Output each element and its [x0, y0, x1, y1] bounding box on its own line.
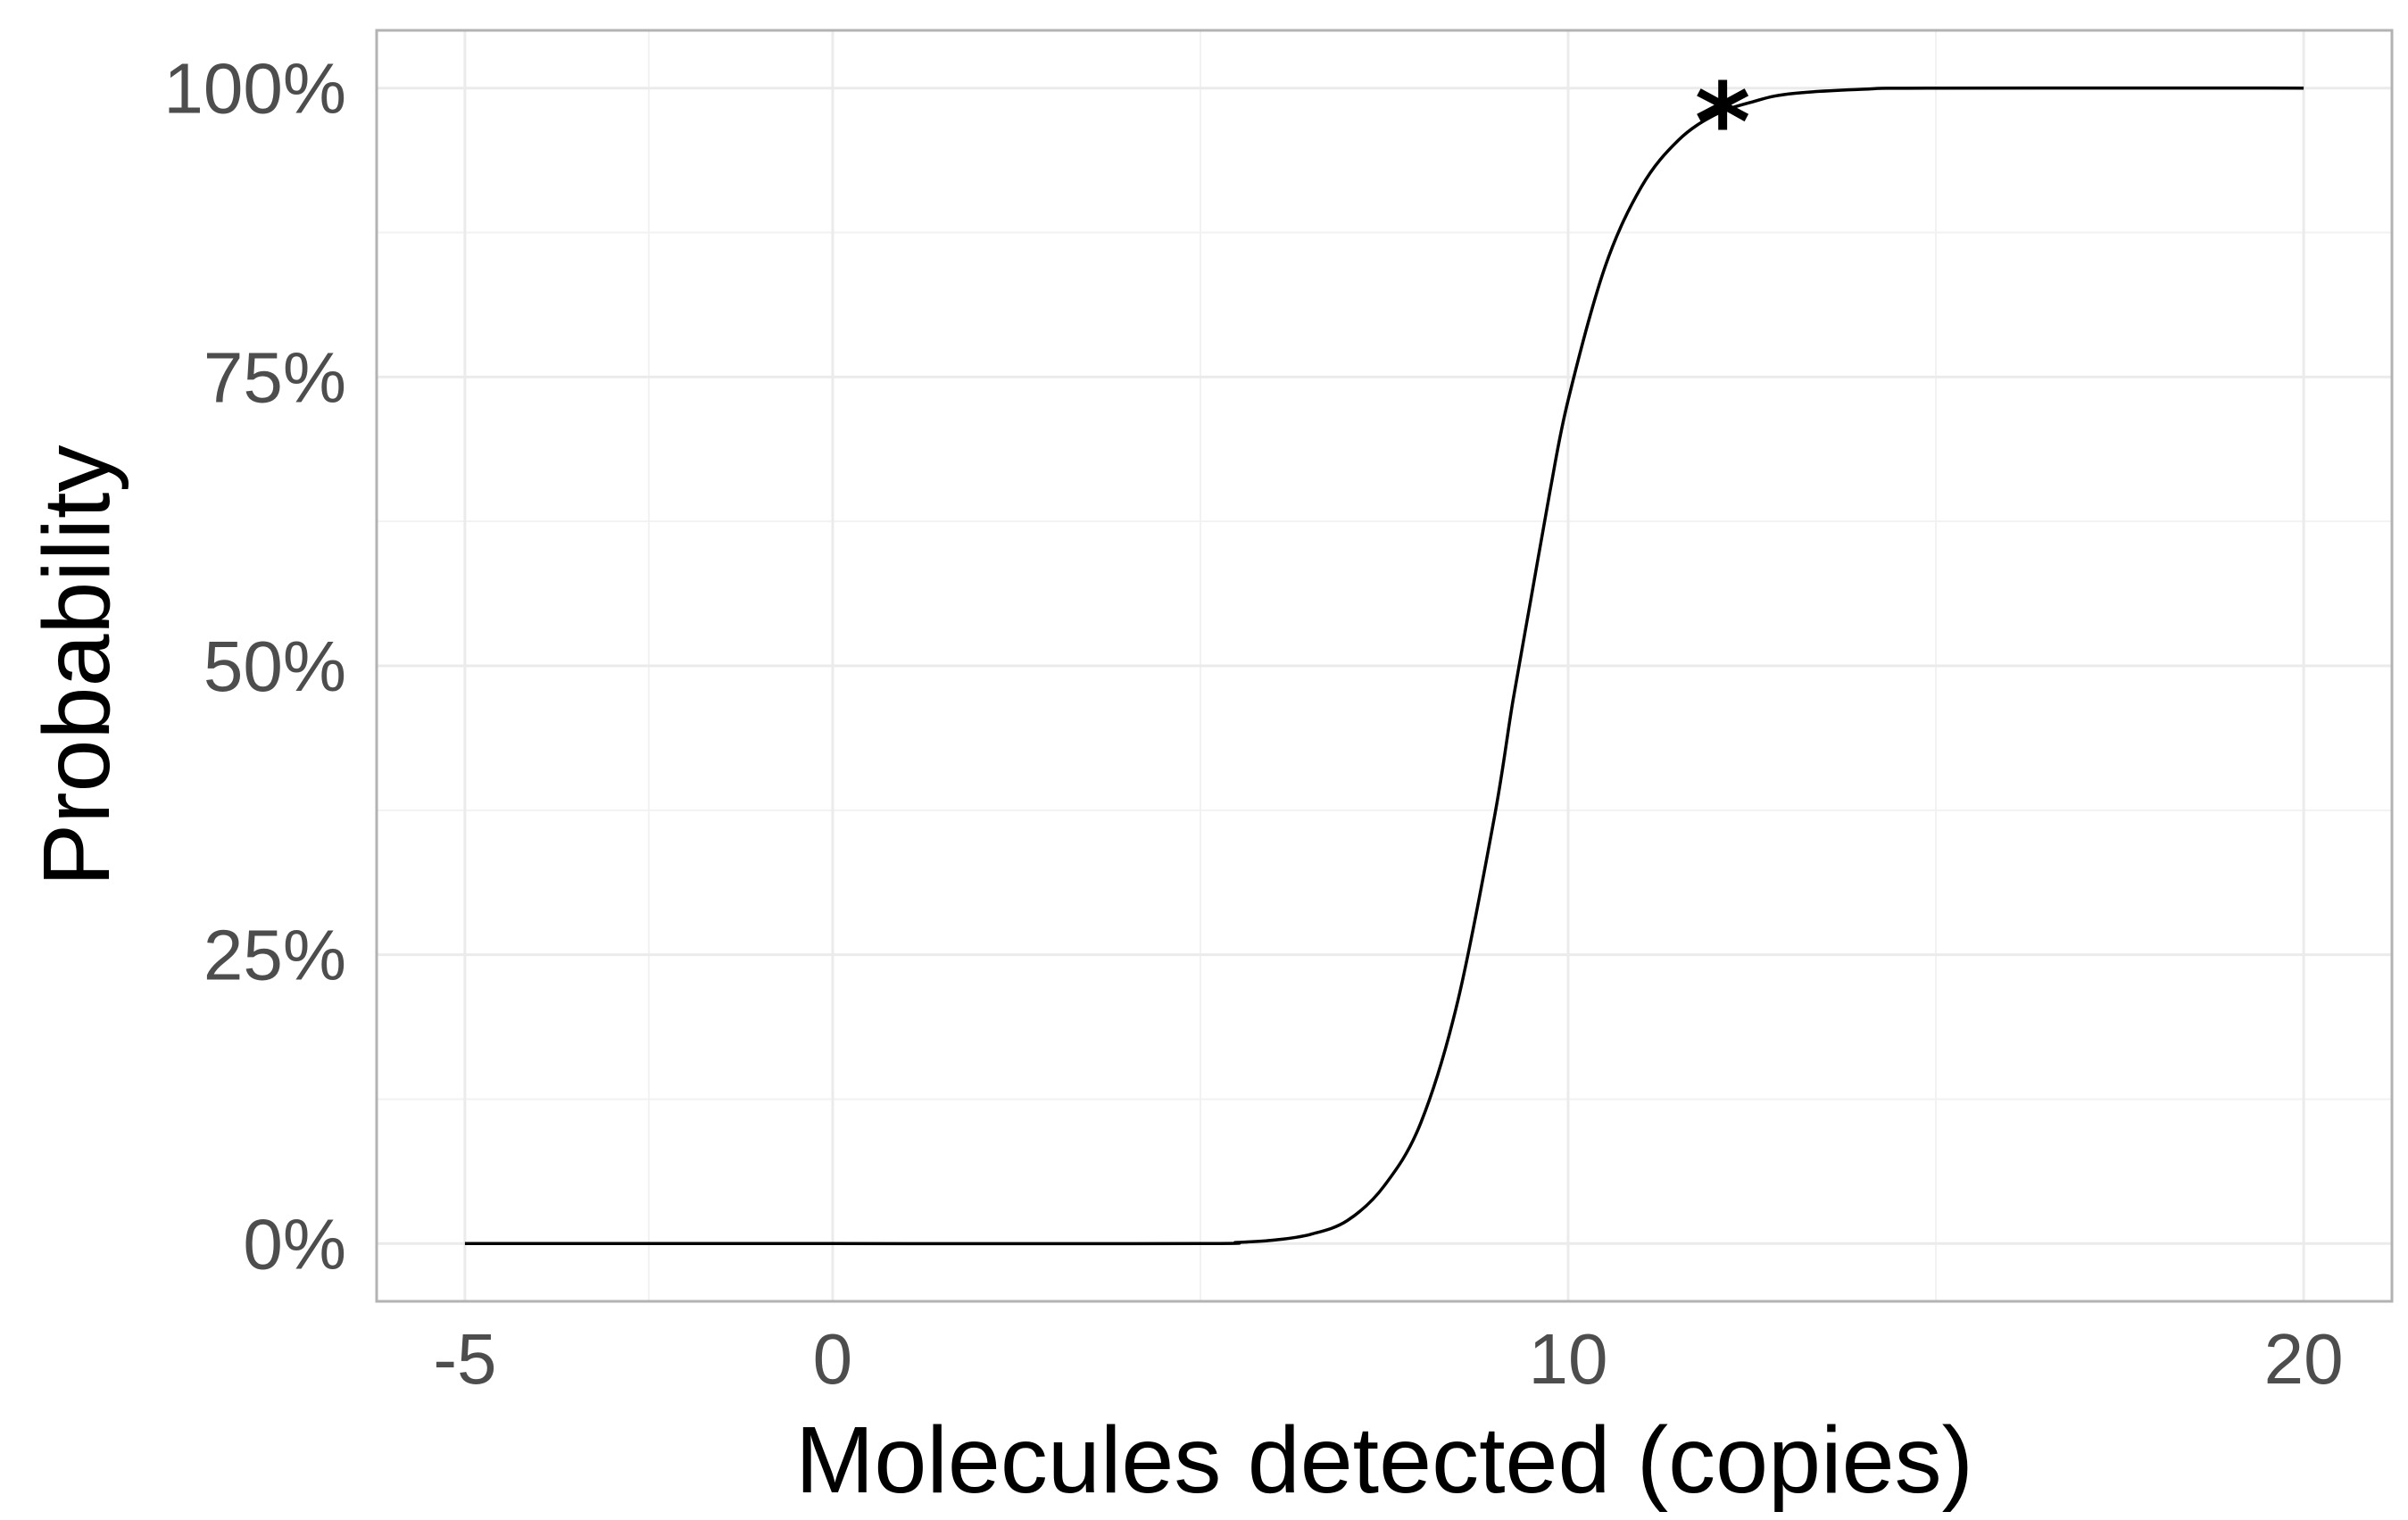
series-line [464, 86, 2304, 1246]
x-tick-label: 0 [813, 1319, 853, 1399]
y-tick-label: 75% [203, 337, 346, 417]
y-axis-title: Probability [24, 445, 129, 887]
grid [377, 30, 2392, 1301]
y-axis-tick-labels: 0% 25% 50% 75% 100% [163, 49, 346, 1284]
annotation-marker: * [1695, 62, 1751, 186]
plot-panel-border [375, 29, 2394, 1303]
x-tick-label: 20 [2264, 1319, 2344, 1399]
annotations: * [1695, 62, 1751, 186]
y-tick-label: 100% [163, 49, 346, 129]
x-tick-label: -5 [433, 1319, 496, 1399]
y-tick-label: 50% [203, 627, 346, 706]
y-tick-label: 0% [243, 1204, 346, 1283]
x-tick-label: 10 [1529, 1319, 1608, 1399]
y-tick-label: 25% [203, 916, 346, 995]
series-group [464, 86, 2304, 1246]
x-axis-title: Molecules detected (copies) [795, 1408, 1973, 1513]
x-axis-tick-labels: -5 0 10 20 [433, 1319, 2343, 1399]
